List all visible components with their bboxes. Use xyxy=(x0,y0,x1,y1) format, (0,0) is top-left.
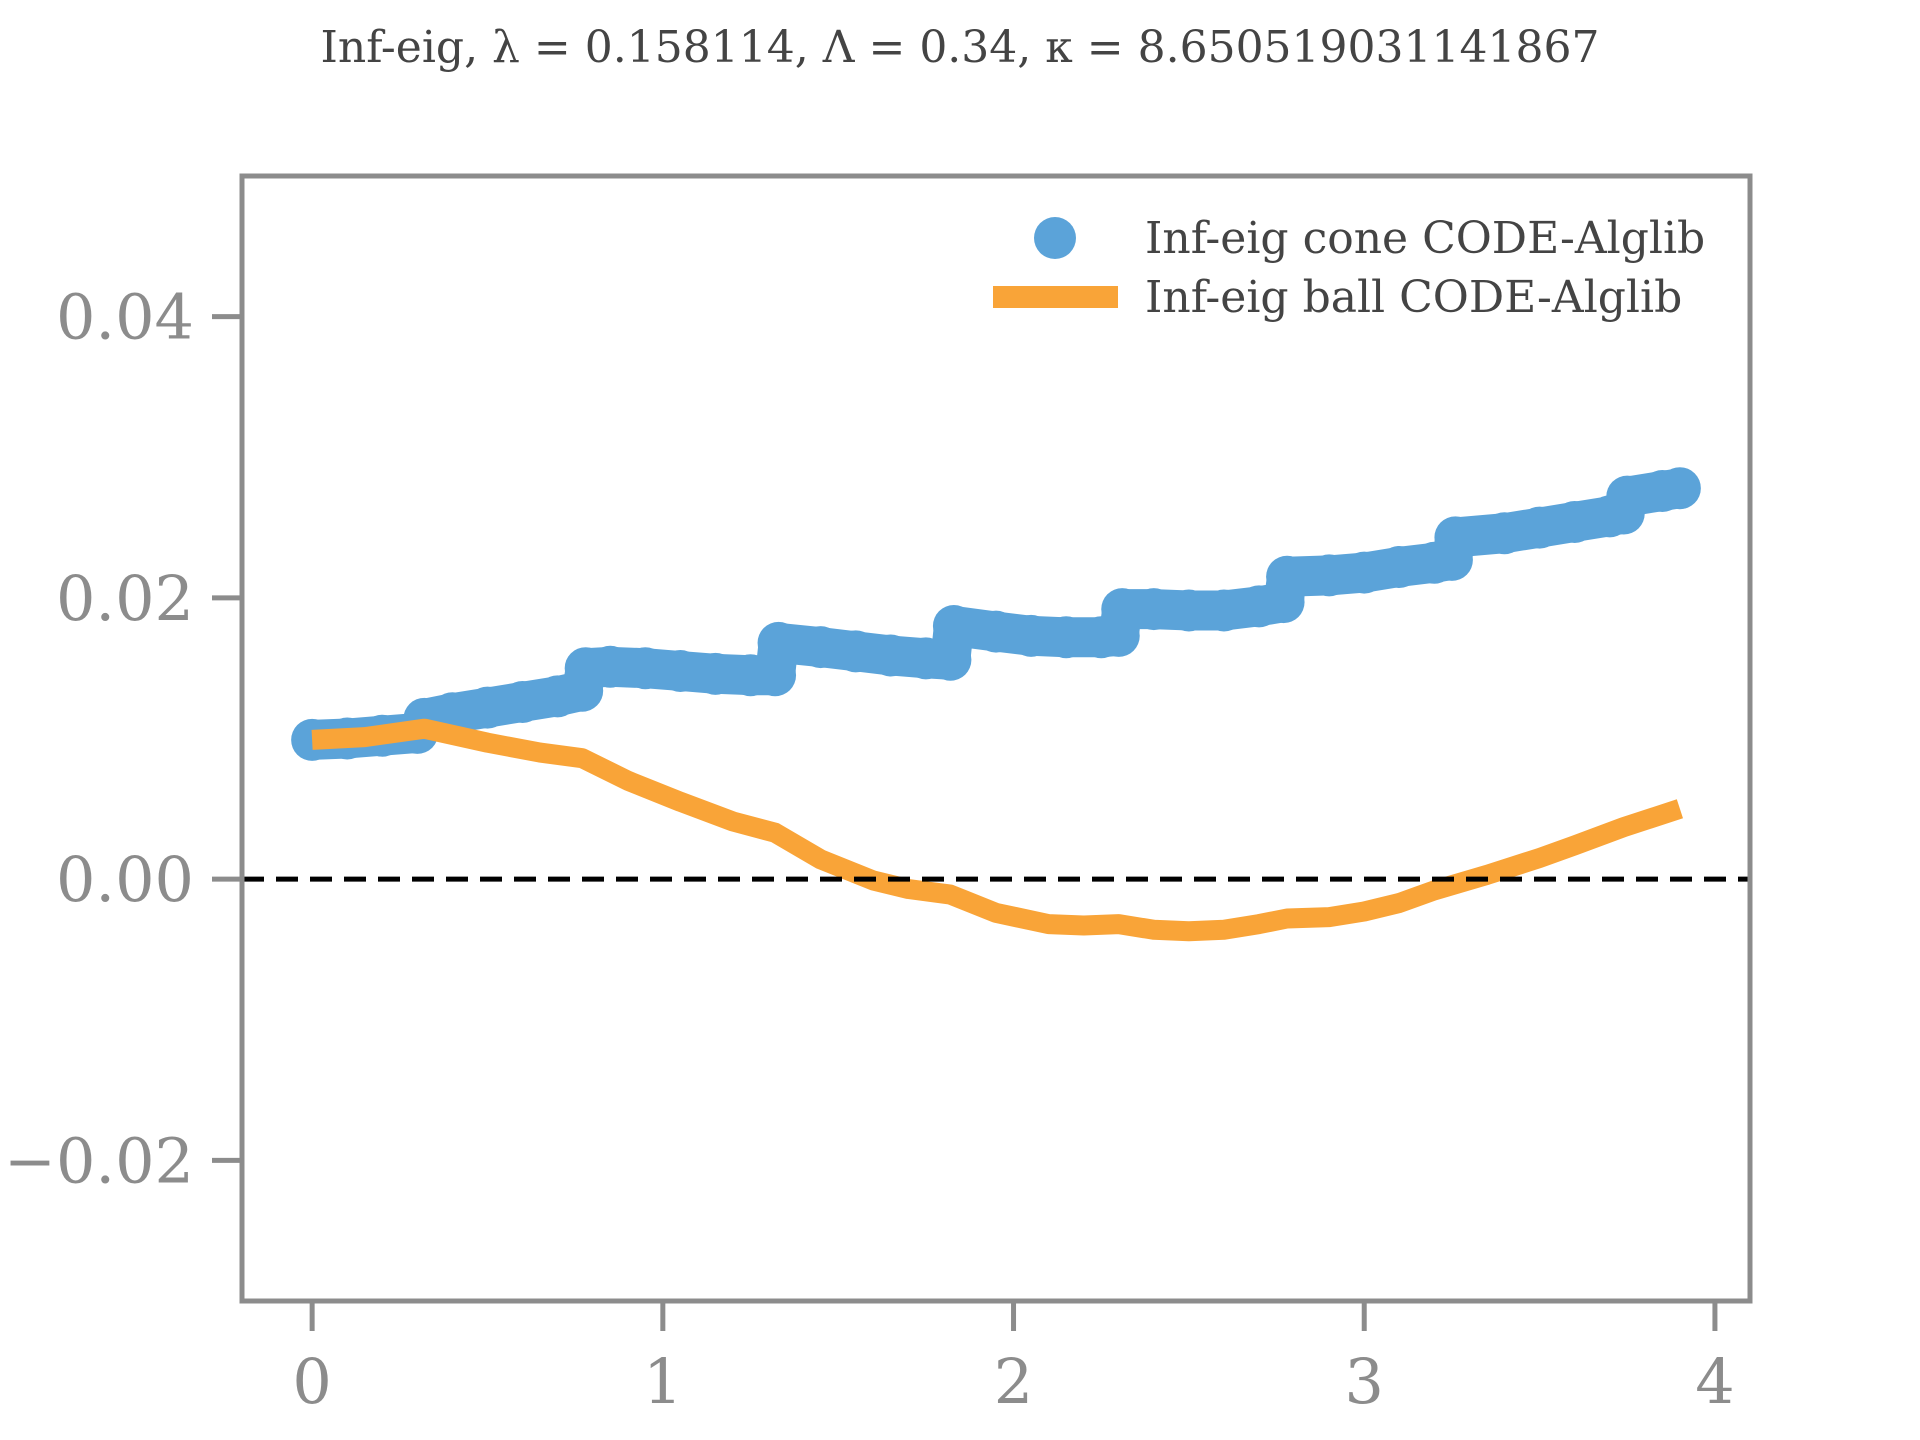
ball-line xyxy=(311,718,1683,942)
chart-title: Inf-eig, λ = 0.158114, Λ = 0.34, κ = 8.6… xyxy=(321,22,1600,73)
legend-label-cone: Inf-eig cone CODE-Alglib xyxy=(1145,213,1705,264)
legend: Inf-eig cone CODE-Alglib Inf-eig ball CO… xyxy=(993,213,1705,323)
legend-label-ball: Inf-eig ball CODE-Alglib xyxy=(1145,272,1682,323)
x-tick-label: 2 xyxy=(994,1345,1033,1418)
y-axis: −0.02 0.00 0.02 0.04 xyxy=(4,281,242,1197)
plot-series xyxy=(291,467,1701,942)
y-tick-label: −0.02 xyxy=(4,1124,194,1197)
y-tick-label: 0.00 xyxy=(56,843,194,916)
x-tick-label: 0 xyxy=(292,1345,331,1418)
cone-point-trail xyxy=(292,468,1700,760)
y-tick-label: 0.02 xyxy=(56,562,194,635)
x-tick-label: 1 xyxy=(643,1345,682,1418)
plot-frame xyxy=(239,173,1753,1304)
x-tick-label: 3 xyxy=(1345,1345,1384,1418)
legend-marker-cone xyxy=(1034,217,1076,259)
y-tick-label: 0.04 xyxy=(56,281,194,354)
series-cone xyxy=(291,467,1701,761)
x-tick-label: 4 xyxy=(1695,1345,1734,1418)
x-axis: 0 1 2 3 4 xyxy=(292,1301,1735,1418)
